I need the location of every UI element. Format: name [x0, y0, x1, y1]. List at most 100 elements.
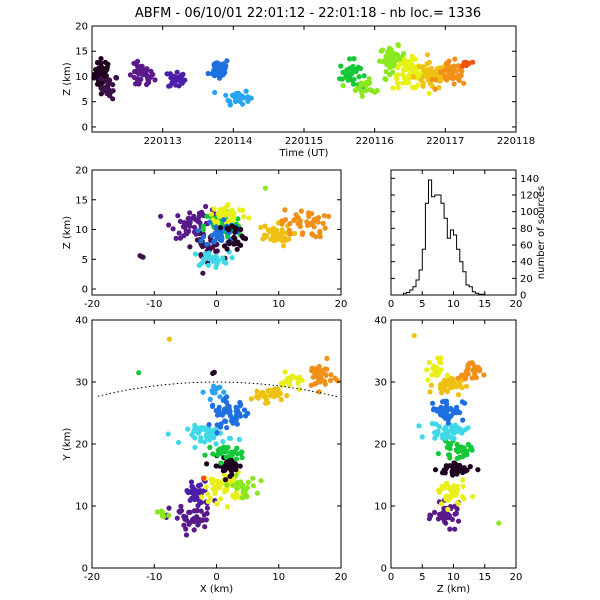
- data-point: [408, 63, 414, 69]
- data-point: [233, 489, 239, 496]
- data-point: [449, 490, 455, 496]
- data-point: [224, 482, 230, 488]
- data-point: [276, 236, 282, 242]
- data-point: [177, 218, 183, 224]
- data-point: [308, 382, 314, 388]
- panel-x-z: -20 -10 0 10 20 0 5 10 15 20 Z (km): [62, 166, 347, 311]
- data-point: [323, 372, 329, 378]
- data-point: [454, 404, 460, 410]
- data-point: [278, 231, 284, 237]
- data-point: [282, 207, 288, 213]
- data-point: [326, 213, 332, 219]
- data-point: [98, 56, 104, 62]
- data-point: [233, 456, 239, 462]
- data-point: [196, 498, 202, 504]
- data-point: [158, 213, 164, 219]
- x-tick-label: 220117: [426, 136, 464, 147]
- data-point: [177, 509, 183, 515]
- data-point: [324, 355, 330, 361]
- data-point: [319, 367, 325, 374]
- data-point: [287, 376, 293, 382]
- x-tick-label: 220113: [144, 136, 182, 147]
- data-point: [197, 220, 203, 226]
- data-point: [441, 426, 447, 432]
- data-point: [425, 377, 431, 383]
- data-point: [235, 90, 242, 96]
- data-point: [454, 447, 461, 453]
- data-point: [206, 422, 212, 428]
- data-point: [272, 388, 278, 394]
- data-point: [296, 386, 302, 392]
- data-point: [204, 505, 210, 511]
- data-point: [110, 88, 116, 94]
- data-point: [232, 98, 239, 105]
- data-point: [176, 439, 182, 446]
- data-point: [451, 63, 457, 69]
- data-point: [223, 449, 229, 455]
- data-point: [440, 435, 446, 441]
- data-point: [377, 58, 383, 64]
- data-point: [218, 481, 225, 487]
- data-point: [262, 185, 268, 191]
- data-point: [202, 439, 208, 445]
- data-point: [229, 468, 235, 474]
- data-point: [451, 81, 457, 87]
- data-point: [342, 70, 348, 76]
- data-point: [327, 377, 333, 384]
- data-point: [164, 71, 170, 77]
- data-point: [224, 394, 230, 400]
- data-point: [102, 59, 108, 65]
- data-point: [224, 246, 230, 252]
- data-point: [435, 451, 441, 457]
- y-tick-label: 20: [374, 440, 387, 451]
- data-point: [187, 210, 193, 216]
- data-point: [187, 497, 193, 503]
- data-point: [468, 445, 474, 451]
- data-point: [445, 506, 451, 512]
- data-point: [435, 516, 441, 522]
- data-point: [207, 444, 213, 450]
- histogram-bars: [403, 179, 486, 295]
- data-point: [443, 378, 449, 384]
- data-point: [210, 486, 216, 492]
- data-point: [438, 367, 444, 373]
- data-point: [246, 215, 252, 221]
- data-point: [203, 203, 209, 210]
- data-point: [461, 80, 467, 86]
- data-point: [467, 464, 473, 470]
- figure-title: ABFM - 06/10/01 22:01:12 - 22:01:18 - nb…: [135, 6, 481, 21]
- data-point: [315, 219, 321, 225]
- data-point: [221, 410, 227, 416]
- data-point: [444, 372, 450, 378]
- data-point: [214, 478, 220, 484]
- data-point: [224, 425, 230, 431]
- data-point: [322, 381, 328, 387]
- data-point: [250, 483, 256, 489]
- data-point: [212, 491, 218, 497]
- data-point: [258, 224, 264, 230]
- data-point: [475, 467, 481, 473]
- data-point: [215, 483, 221, 489]
- x-tick-label: 220118: [497, 136, 535, 147]
- data-point: [232, 225, 238, 231]
- data-point: [195, 483, 202, 489]
- data-point: [174, 69, 180, 75]
- data-point: [445, 497, 451, 503]
- data-point: [265, 227, 271, 233]
- data-point: [211, 239, 217, 245]
- data-point: [239, 455, 245, 461]
- data-point: [107, 93, 113, 99]
- data-point: [91, 71, 97, 78]
- data-point: [94, 81, 101, 87]
- data-point: [199, 494, 205, 500]
- data-point: [218, 62, 224, 68]
- data-point: [223, 92, 229, 98]
- data-point: [324, 366, 330, 372]
- y-tick-label: 20: [75, 440, 88, 451]
- data-point: [401, 51, 407, 57]
- data-point: [346, 76, 352, 82]
- data-point: [231, 416, 237, 422]
- data-point: [461, 496, 467, 502]
- data-point: [286, 382, 292, 388]
- data-point: [416, 423, 422, 429]
